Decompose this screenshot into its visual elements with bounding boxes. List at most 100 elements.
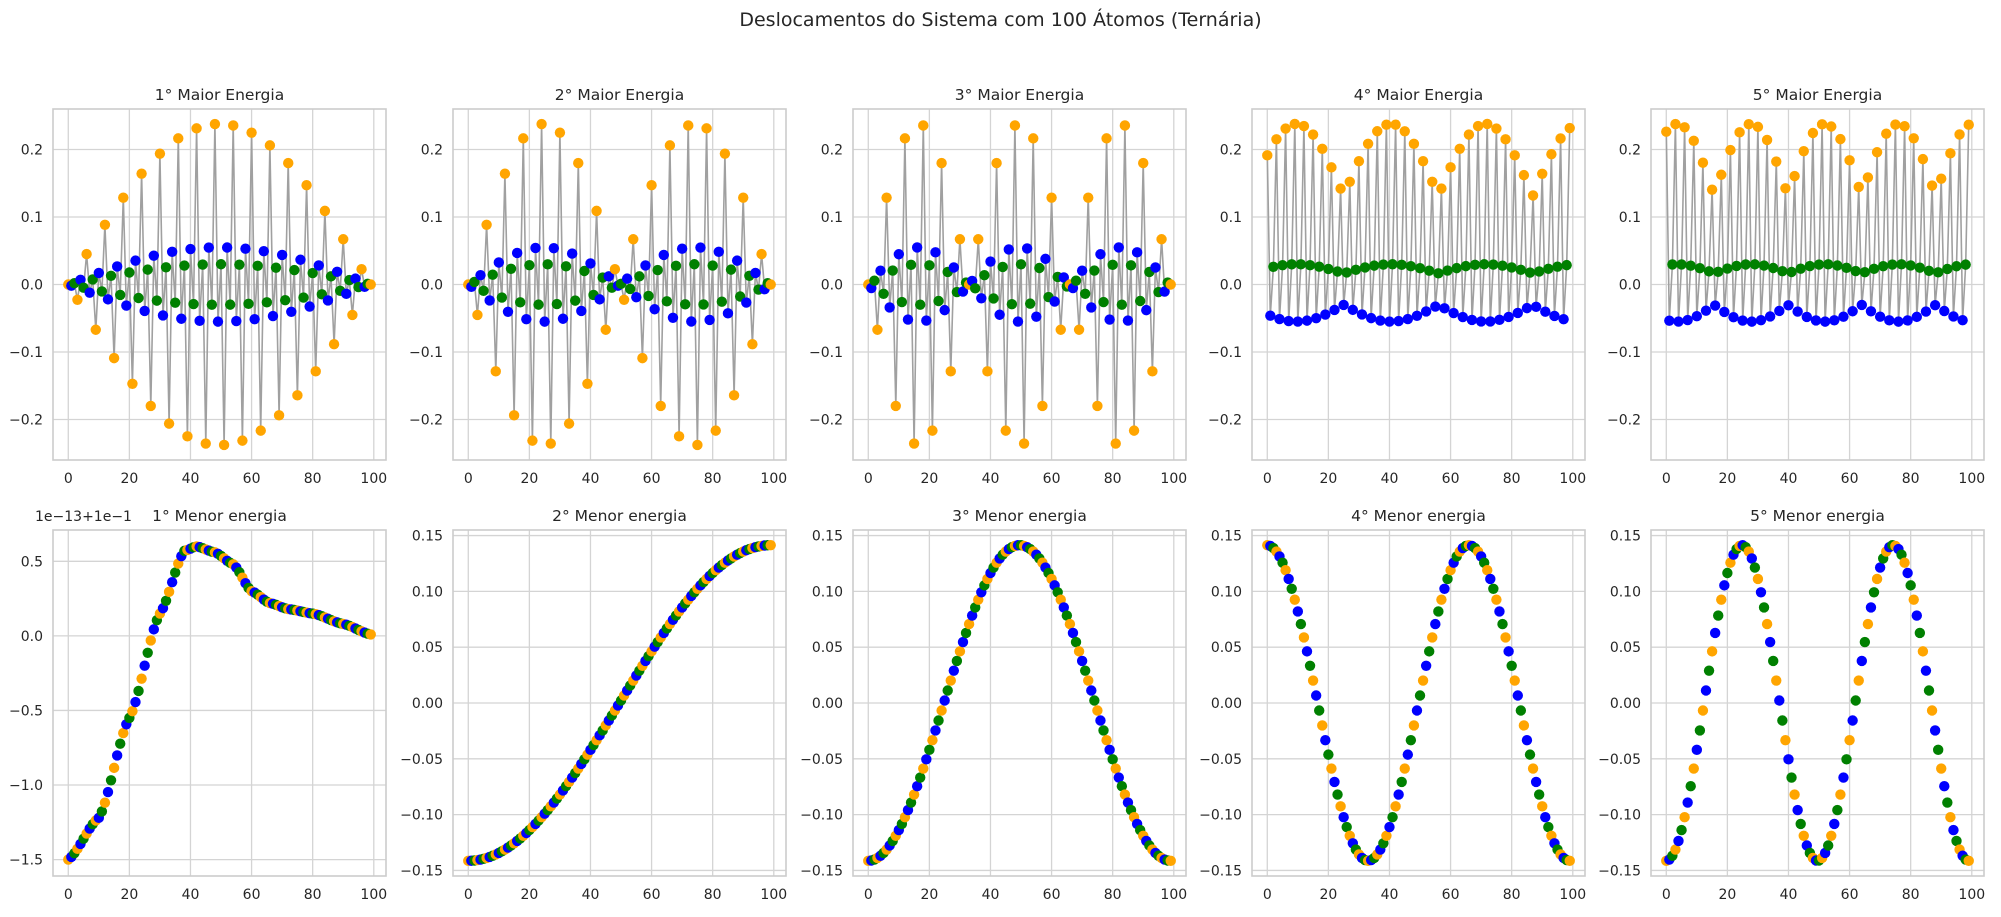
atom-point xyxy=(350,273,361,284)
atom-point xyxy=(884,302,895,313)
atom-point xyxy=(1951,261,1962,272)
atom-point xyxy=(160,595,172,606)
atom-point xyxy=(689,259,700,270)
atom-point xyxy=(951,655,963,667)
atom-point xyxy=(1104,744,1115,756)
atom-point xyxy=(1537,168,1548,179)
atom-point xyxy=(915,772,926,783)
atom-point xyxy=(499,168,511,179)
atom-point xyxy=(133,292,144,304)
atom-point xyxy=(1546,148,1557,160)
x-tick-label: 80 xyxy=(704,471,722,487)
atom-point xyxy=(872,324,883,335)
atom-point xyxy=(1515,705,1527,716)
atom-point xyxy=(637,352,648,364)
atom-point xyxy=(472,309,483,321)
atom-point xyxy=(1500,632,1511,643)
atom-point xyxy=(1722,567,1733,579)
atom-point xyxy=(1304,660,1316,671)
atom-point xyxy=(1433,606,1444,617)
atom-point xyxy=(493,257,505,268)
subplot-10: 0 20 40 60 80 100 −0.15 −0.10 −0.05 0.00 0.05 0.10 0… xyxy=(1598,507,1985,903)
atom-point xyxy=(1673,835,1684,847)
atom-point xyxy=(1874,562,1886,573)
atom-point xyxy=(1768,262,1779,274)
atom-point xyxy=(1564,122,1575,134)
atom-point xyxy=(1463,129,1475,140)
atom-point xyxy=(99,219,111,230)
atom-point xyxy=(1338,299,1349,311)
atom-point xyxy=(1549,310,1560,322)
atom-point xyxy=(954,646,966,657)
axes-frame xyxy=(452,529,787,877)
x-tick-label: 40 xyxy=(1780,887,1798,903)
y-tick-label: −0.1 xyxy=(409,345,443,361)
atom-point xyxy=(1850,265,1861,277)
atom-point xyxy=(1086,685,1097,696)
x-tick-label: 20 xyxy=(120,471,138,487)
atom-point xyxy=(1670,118,1681,130)
atom-point xyxy=(1271,134,1282,145)
atom-point xyxy=(1774,695,1785,706)
atom-point xyxy=(1423,265,1435,276)
atom-point xyxy=(591,205,602,217)
atom-point xyxy=(1725,144,1736,156)
atom-point xyxy=(1963,119,1974,130)
atom-point xyxy=(185,243,196,255)
atom-point xyxy=(1667,259,1678,270)
atom-point xyxy=(1485,316,1496,327)
atom-point xyxy=(960,627,972,639)
x-tick-label: 80 xyxy=(304,887,322,903)
atom-point xyxy=(179,260,190,271)
atom-point xyxy=(942,685,953,696)
atom-point xyxy=(1070,275,1082,286)
atom-point xyxy=(108,352,120,364)
x-tick-label: 100 xyxy=(1958,887,1985,903)
atom-point xyxy=(1853,675,1864,686)
axes-frame xyxy=(852,529,1187,877)
atom-point xyxy=(1034,262,1045,274)
atom-point xyxy=(1664,315,1675,326)
atom-point xyxy=(163,418,175,429)
atom-point xyxy=(1783,754,1794,765)
x-tick-label: 0 xyxy=(1263,471,1272,487)
atom-point xyxy=(670,260,682,272)
x-tick-label: 20 xyxy=(1718,471,1736,487)
atom-point xyxy=(582,378,593,390)
subplot-title: 1° Maior Energia xyxy=(155,86,284,104)
atom-point xyxy=(1021,243,1033,254)
atom-point xyxy=(1141,304,1152,316)
atom-point xyxy=(1399,763,1410,774)
atom-point xyxy=(518,133,529,144)
atom-point xyxy=(1713,266,1724,278)
atom-point xyxy=(1396,776,1407,788)
atom-point xyxy=(1061,610,1073,621)
atom-point xyxy=(994,309,1005,320)
atom-point xyxy=(554,127,566,138)
atom-point xyxy=(1472,120,1484,132)
atom-point xyxy=(1832,804,1843,816)
atom-point xyxy=(936,705,947,716)
atom-point xyxy=(1682,314,1693,326)
atom-point xyxy=(203,242,215,253)
atom-point xyxy=(1110,763,1121,774)
x-tick-label: 60 xyxy=(1043,887,1061,903)
atom-point xyxy=(551,298,563,310)
atom-point xyxy=(664,140,676,151)
atom-point xyxy=(224,299,236,310)
atom-point xyxy=(173,133,184,144)
atom-point xyxy=(896,296,908,308)
atom-point xyxy=(1700,305,1712,316)
atom-point xyxy=(1469,259,1481,270)
atom-point xyxy=(1957,314,1968,326)
atom-point xyxy=(908,438,920,449)
atom-point xyxy=(731,255,743,266)
atom-point xyxy=(1295,259,1307,270)
atom-point xyxy=(160,262,172,273)
atom-point xyxy=(1555,133,1566,144)
x-tick-label: 0 xyxy=(1662,887,1671,903)
subplot-2: 0 20 40 60 80 100 −0.2 −0.1 0.0 0.1 0.2 2° Maior En… xyxy=(409,86,787,487)
atom-point xyxy=(1086,302,1097,313)
atom-point xyxy=(1274,313,1285,325)
atom-point xyxy=(722,308,734,319)
